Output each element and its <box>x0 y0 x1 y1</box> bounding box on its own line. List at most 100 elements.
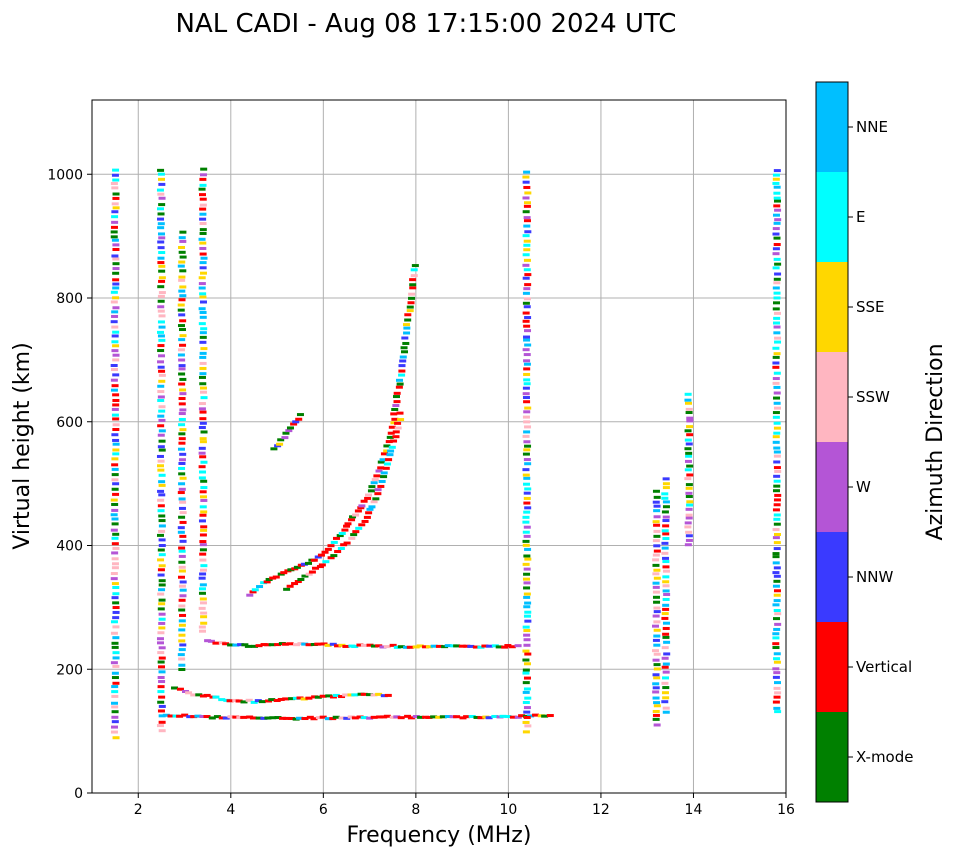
echo-mark <box>774 469 782 473</box>
echo-mark <box>523 219 531 223</box>
echo-mark <box>370 715 378 719</box>
echo-mark <box>158 680 166 684</box>
echo-mark <box>111 542 119 546</box>
echo-mark <box>308 570 316 574</box>
echo-mark <box>112 178 120 182</box>
echo-mark <box>397 418 405 422</box>
echo-mark <box>178 554 186 558</box>
echo-mark <box>523 592 531 596</box>
echo-mark <box>773 196 781 200</box>
echo-mark <box>111 694 119 698</box>
echo-mark <box>212 641 220 645</box>
echo-mark <box>523 501 531 505</box>
echo-mark <box>112 651 120 655</box>
echo-mark <box>198 587 206 591</box>
echo-mark <box>774 691 782 695</box>
echo-mark <box>523 378 531 382</box>
colorbar-segment <box>816 532 848 622</box>
echo-mark <box>178 584 186 588</box>
echo-mark <box>773 503 781 507</box>
echo-mark <box>522 658 530 662</box>
echo-mark <box>523 372 531 376</box>
echo-mark <box>112 196 120 200</box>
echo-mark <box>400 346 408 350</box>
echo-mark <box>396 382 404 386</box>
echo-mark <box>684 398 692 402</box>
x-tick-label: 2 <box>134 802 143 818</box>
echo-mark <box>652 658 660 662</box>
echo-mark <box>311 695 319 699</box>
echo-mark <box>523 525 531 529</box>
echo-mark <box>356 715 364 719</box>
echo-mark <box>158 612 166 616</box>
echo-mark <box>198 591 206 595</box>
y-tick-label: 0 <box>74 786 83 802</box>
echo-mark <box>453 715 461 719</box>
echo-mark <box>301 717 309 721</box>
echo-mark <box>522 700 530 704</box>
echo-mark <box>351 645 359 649</box>
echo-mark <box>110 290 118 294</box>
echo-mark <box>523 430 531 434</box>
echo-mark <box>198 402 206 406</box>
echo-mark <box>773 706 781 710</box>
echo-mark <box>384 693 392 697</box>
axis-ticks: 2 4 6 8 10 12 14 16 0 200 400 600 800 1000 <box>47 167 795 818</box>
echo-mark <box>111 238 119 242</box>
echo-mark <box>652 539 660 543</box>
echo-mark <box>198 407 206 411</box>
echo-mark <box>179 580 187 584</box>
echo-mark <box>523 297 531 301</box>
echo-mark <box>392 430 400 434</box>
echo-mark <box>412 715 420 719</box>
echo-mark <box>110 388 118 392</box>
echo-mark <box>200 621 208 625</box>
echo-mark <box>774 622 782 626</box>
echo-mark <box>157 384 165 388</box>
echo-mark <box>351 716 359 720</box>
echo-mark <box>772 346 780 350</box>
echo-mark <box>330 554 338 558</box>
echo-mark <box>523 482 531 486</box>
echo-mark <box>453 644 461 648</box>
echo-mark <box>523 715 531 719</box>
echo-mark <box>523 491 531 495</box>
echo-mark <box>300 697 308 701</box>
echo-mark <box>686 425 694 429</box>
echo-mark <box>111 690 119 694</box>
echo-mark <box>653 515 661 519</box>
echo-mark <box>774 493 782 497</box>
echo-mark <box>276 442 284 446</box>
echo-mark <box>111 186 119 190</box>
echo-mark <box>179 392 187 396</box>
echo-mark <box>157 509 165 513</box>
echo-mark <box>158 291 166 295</box>
x-tick-label: 10 <box>499 802 517 818</box>
echo-mark <box>208 716 216 720</box>
echo-mark <box>524 557 532 561</box>
echo-mark <box>199 417 207 421</box>
echo-mark <box>178 250 186 254</box>
echo-mark <box>177 303 185 307</box>
echo-mark <box>190 715 198 719</box>
echo-mark <box>661 665 669 669</box>
echo-mark <box>523 572 531 576</box>
echo-mark <box>684 447 692 451</box>
echo-mark <box>310 717 318 721</box>
echo-mark <box>112 448 120 452</box>
echo-mark <box>661 656 669 660</box>
echo-mark <box>685 451 693 455</box>
echo-mark <box>463 715 471 719</box>
echo-mark <box>772 252 780 256</box>
echo-mark <box>292 420 300 424</box>
echo-mark <box>773 331 781 335</box>
echo-mark <box>772 508 780 512</box>
echo-mark <box>157 309 165 313</box>
echo-mark <box>773 277 781 281</box>
echo-mark <box>324 547 332 551</box>
echo-mark <box>249 590 257 594</box>
echo-mark <box>661 541 669 545</box>
echo-mark <box>772 646 780 650</box>
echo-mark <box>200 396 208 400</box>
